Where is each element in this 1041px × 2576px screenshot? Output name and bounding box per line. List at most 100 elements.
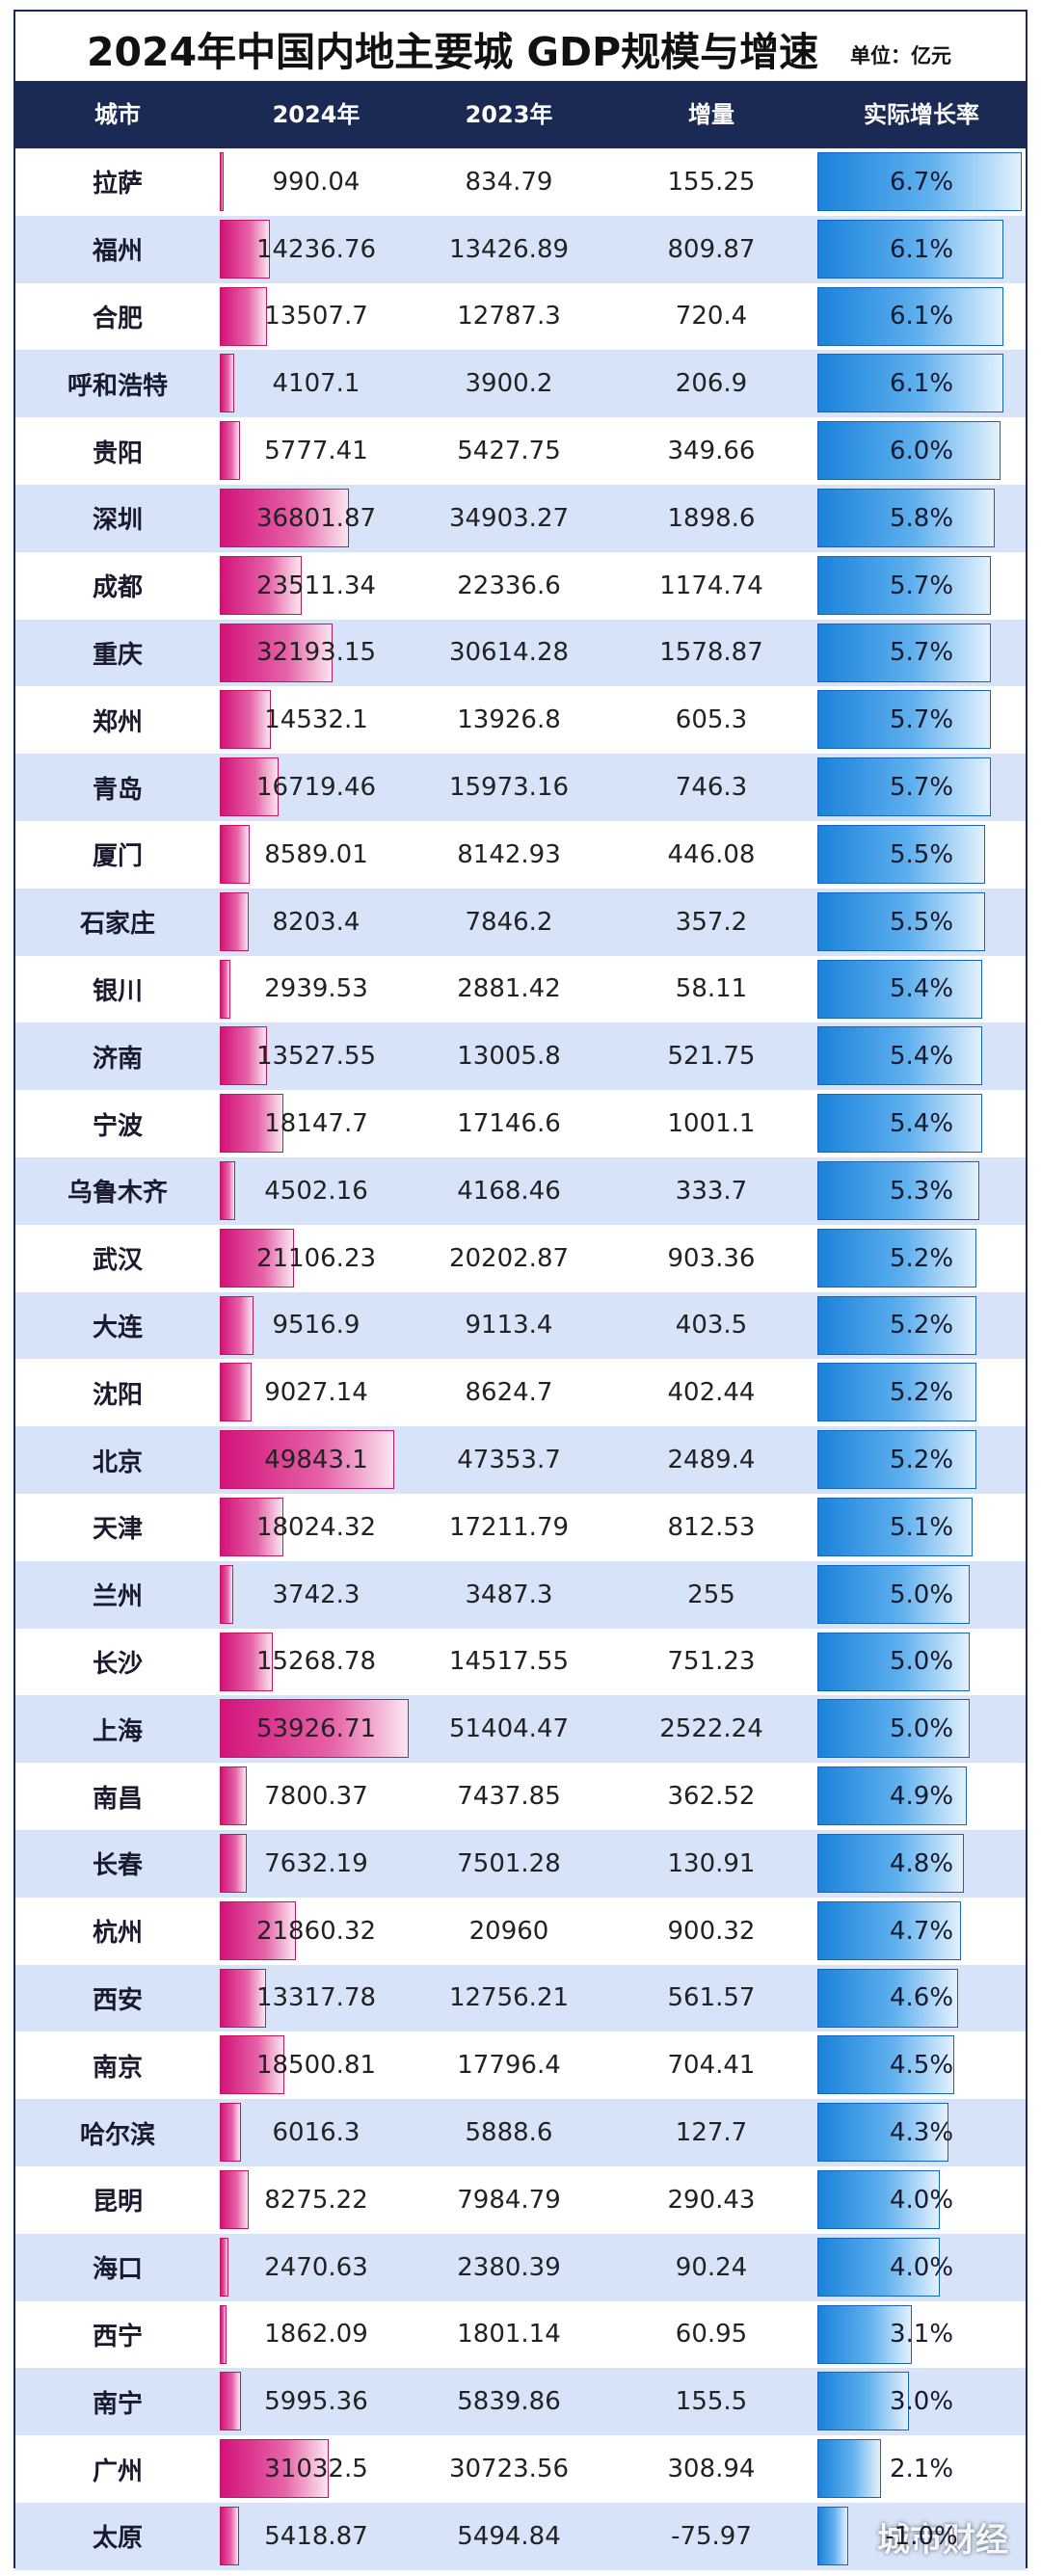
growth-bar <box>817 1363 976 1422</box>
growth-value: 5.0% <box>889 1714 954 1744</box>
table-row: 深圳 36801.87 34903.27 1898.6 5.8% <box>15 485 1026 552</box>
city-name: 石家庄 <box>79 910 155 940</box>
growth-value: 4.6% <box>889 1983 954 2013</box>
city-name: 福州 <box>92 237 143 267</box>
table-row: 青岛 16719.46 15973.16 746.3 5.7% <box>15 754 1026 821</box>
gdp-2023-value: 17211.79 <box>448 1512 570 1542</box>
header-2023: 2023年 <box>465 101 553 128</box>
increase-value: 290.43 <box>667 2185 756 2215</box>
gdp-2024-value: 31032.5 <box>264 2455 368 2484</box>
city-name: 重庆 <box>92 640 143 670</box>
gdp-2023-value: 3900.2 <box>465 369 553 399</box>
increase-value: 155.5 <box>675 2387 748 2417</box>
growth-bar <box>817 623 992 682</box>
table-row: 合肥 13507.7 12787.3 720.4 6.1% <box>15 282 1026 351</box>
gdp-2023-value: 13426.89 <box>448 234 570 264</box>
table-row: 拉萨 990.04 834.79 155.25 6.7% <box>15 148 1026 216</box>
city-name: 天津 <box>92 1515 143 1545</box>
city-name: 银川 <box>92 976 143 1006</box>
growth-value: 5.7% <box>889 773 954 803</box>
gdp-2024-value: 15268.78 <box>255 1647 377 1677</box>
gdp-2024-bar <box>220 1363 252 1422</box>
gdp-2024-value: 53926.71 <box>255 1714 377 1744</box>
increase-value: 206.9 <box>675 369 748 399</box>
city-name: 厦门 <box>92 842 143 872</box>
city-name: 南京 <box>92 2053 143 2083</box>
gdp-2024-value: 16719.46 <box>255 773 377 803</box>
gdp-2024-bar <box>220 757 279 817</box>
gdp-2024-bar <box>220 2035 285 2095</box>
increase-value: -75.97 <box>671 2521 752 2551</box>
increase-value: 1898.6 <box>667 503 756 533</box>
growth-bar <box>817 2439 882 2499</box>
increase-value: 900.32 <box>667 1916 756 1946</box>
table-row: 石家庄 8203.4 7846.2 357.2 5.5% <box>15 888 1026 956</box>
growth-bar <box>817 1968 958 2028</box>
growth-bar <box>817 757 992 817</box>
gdp-2024-bar <box>220 489 349 547</box>
gdp-2024-bar <box>220 1295 254 1355</box>
gdp-2023-value: 5494.84 <box>457 2521 561 2551</box>
city-name: 济南 <box>92 1044 143 1074</box>
table-row: 南京 18500.81 17796.4 704.41 4.5% <box>15 2032 1026 2100</box>
city-name: 兰州 <box>92 1582 143 1612</box>
gdp-2024-value: 8203.4 <box>272 907 360 937</box>
gdp-2023-value: 20202.87 <box>448 1243 570 1273</box>
growth-bar <box>817 354 1003 413</box>
gdp-2024-bar <box>220 891 249 951</box>
city-name: 哈尔滨 <box>79 2120 155 2150</box>
table-row: 天津 18024.32 17211.79 812.53 5.1% <box>15 1494 1026 1561</box>
increase-value: 1174.74 <box>659 571 763 600</box>
table-row: 宁波 18147.7 17146.6 1001.1 5.4% <box>15 1090 1026 1157</box>
growth-value: 5.0% <box>889 1580 954 1609</box>
gdp-2024-value: 8589.01 <box>264 839 368 869</box>
gdp-2023-value: 17146.6 <box>457 1109 561 1139</box>
gdp-2024-bar <box>220 1228 294 1288</box>
gdp-2024-value: 21860.32 <box>255 1916 377 1946</box>
city-name: 呼和浩特 <box>67 371 168 401</box>
growth-value: 5.2% <box>889 1311 954 1341</box>
gdp-2023-value: 34903.27 <box>448 503 570 533</box>
increase-value: 362.52 <box>667 1782 756 1812</box>
gdp-2024-value: 7632.19 <box>264 1848 368 1878</box>
table-row: 银川 2939.53 2881.42 58.11 5.4% <box>15 955 1026 1023</box>
growth-value: 5.5% <box>889 839 954 869</box>
gdp-2024-value: 5418.87 <box>264 2521 368 2551</box>
city-name: 贵阳 <box>92 438 143 468</box>
growth-value: 4.0% <box>889 2185 954 2215</box>
gdp-2024-bar <box>220 1161 236 1220</box>
gdp-2023-value: 7846.2 <box>465 907 553 937</box>
increase-value: 751.23 <box>667 1647 756 1677</box>
table-row: 厦门 8589.01 8142.93 446.08 5.5% <box>15 821 1026 889</box>
table-row: 哈尔滨 6016.3 5888.6 127.7 4.3% <box>15 2099 1026 2166</box>
increase-value: 308.94 <box>667 2455 756 2484</box>
gdp-2024-value: 2939.53 <box>264 974 368 1004</box>
table-row: 长春 7632.19 7501.28 130.91 4.8% <box>15 1830 1026 1898</box>
growth-value: 4.3% <box>889 2118 954 2148</box>
growth-bar <box>817 152 1022 211</box>
gdp-2024-bar <box>220 825 251 884</box>
gdp-2024-value: 9516.9 <box>272 1311 360 1341</box>
growth-bar <box>817 555 992 615</box>
growth-value: 3.1% <box>889 2320 954 2350</box>
table-row: 沈阳 9027.14 8624.7 402.44 5.2% <box>15 1359 1026 1427</box>
growth-bar <box>817 1766 968 1826</box>
header-growth: 实际增长率 <box>864 101 979 128</box>
city-name: 海口 <box>92 2255 143 2285</box>
growth-bar <box>817 1430 976 1490</box>
increase-value: 605.3 <box>675 705 748 735</box>
unit-label: 单位：亿元 <box>850 44 951 67</box>
gdp-2023-value: 2380.39 <box>457 2252 561 2282</box>
table-row: 昆明 8275.22 7984.79 290.43 4.0% <box>15 2166 1026 2234</box>
growth-value: 5.8% <box>889 503 954 533</box>
gdp-2024-value: 8275.22 <box>264 2185 368 2215</box>
table-row: 呼和浩特 4107.1 3900.2 206.9 6.1% <box>15 350 1026 418</box>
table-row: 贵阳 5777.41 5427.75 349.66 6.0% <box>15 417 1026 485</box>
gdp-2023-value: 5427.75 <box>457 437 561 466</box>
table-row: 成都 23511.34 22336.6 1174.74 5.7% <box>15 551 1026 620</box>
gdp-2024-value: 23511.34 <box>255 571 377 600</box>
gdp-2024-bar <box>220 1564 233 1624</box>
gdp-2024-bar <box>220 1900 297 1960</box>
growth-bar <box>817 286 1003 346</box>
increase-value: 1001.1 <box>667 1109 756 1139</box>
